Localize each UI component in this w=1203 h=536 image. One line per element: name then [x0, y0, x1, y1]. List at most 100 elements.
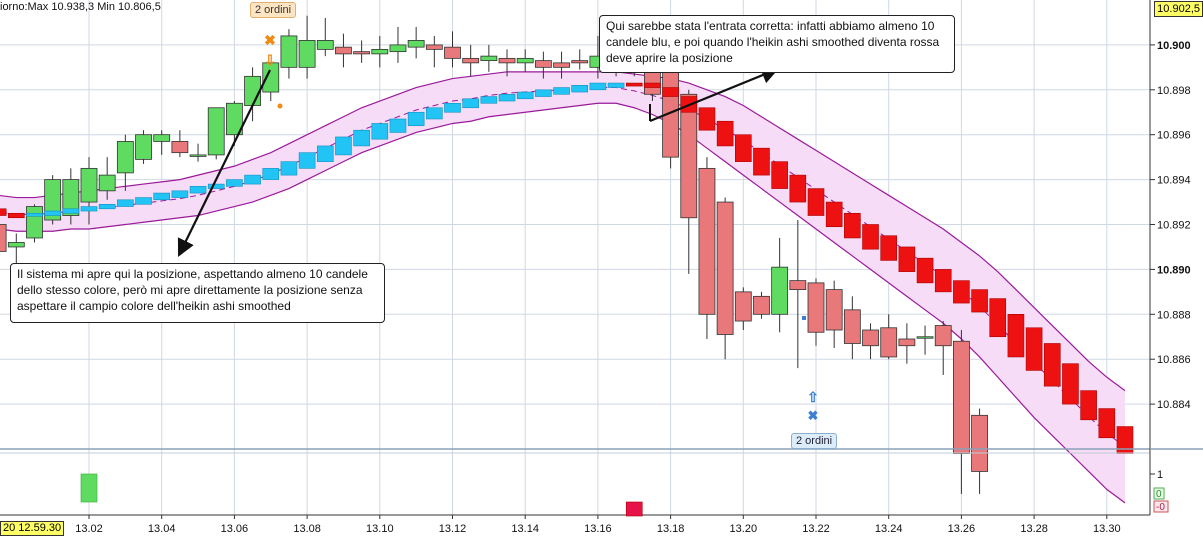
ha-candle-blue	[480, 96, 498, 104]
price-candle-bear	[680, 93, 698, 219]
ha-candle-blue	[44, 210, 61, 216]
price-candle-bull	[262, 62, 280, 93]
ha-candle-red	[880, 235, 898, 261]
y-tick-label: 10.888	[1157, 309, 1191, 321]
price-candle-bull	[189, 154, 207, 157]
annotation-left: Il sistema mi apre qui la posizione, asp…	[10, 263, 385, 323]
ha-candle-blue	[371, 123, 389, 140]
ha-candle-blue	[389, 118, 407, 133]
ha-candle-red	[898, 246, 916, 272]
price-candle-bear	[934, 325, 952, 347]
price-candle-bear	[353, 51, 371, 55]
y-tick-label: 10.884	[1157, 399, 1191, 411]
ha-candle-red	[8, 212, 25, 219]
y-tick-label: 10.886	[1157, 354, 1191, 366]
x-tick-label: 13.02	[75, 523, 103, 535]
ha-candle-blue	[407, 111, 425, 127]
price-candle-bear	[862, 329, 879, 347]
ha-candle-blue	[462, 98, 479, 109]
price-candle-bear	[716, 201, 734, 335]
x-tick-label: 13.14	[511, 523, 539, 535]
order-buy-x-icon: ✖	[808, 408, 819, 423]
x-tick-label: 13.04	[148, 523, 176, 535]
ha-candle-blue	[498, 93, 516, 102]
ha-candle-red	[1080, 390, 1097, 421]
price-candle-bear	[444, 46, 461, 59]
x-tick-label: 13.08	[293, 523, 321, 535]
orders-badge-top[interactable]: 2 ordini	[250, 2, 297, 18]
price-candle-bull	[771, 266, 789, 315]
ha-candle-blue	[171, 190, 189, 198]
y-tick-label: 10.896	[1157, 130, 1191, 142]
ha-candle-red	[1007, 313, 1025, 358]
lower-value-pos: 0	[1156, 489, 1162, 500]
y-tick-label: 10.898	[1157, 85, 1191, 97]
ha-candle-red	[1062, 363, 1079, 405]
ha-candle-blue	[80, 206, 98, 212]
x-tick-label: 13.12	[439, 523, 467, 535]
chart-header-info: iorno:Max 10.938,3 Min 10.806,5	[0, 1, 161, 13]
price-candle-bull	[371, 48, 389, 55]
ha-candle-red	[844, 212, 861, 239]
price-candle-bear	[171, 141, 189, 154]
ha-candle-red	[771, 161, 788, 189]
ha-candle-blue	[207, 183, 225, 189]
price-candle-bull	[44, 179, 62, 221]
ha-candle-red	[825, 201, 843, 228]
x-tick-label: 13.30	[1093, 523, 1121, 535]
arrow-entry-system	[177, 69, 271, 257]
ha-candle-blue	[516, 91, 534, 100]
ha-candle-blue	[62, 208, 80, 214]
x-tick-label: 13.10	[366, 523, 394, 535]
ha-candle-blue	[444, 102, 461, 113]
ha-candle-red	[971, 289, 988, 313]
ha-candle-blue	[553, 87, 570, 95]
x-tick-label: 13.06	[221, 523, 249, 535]
price-candle-bull	[480, 55, 498, 62]
ha-candle-blue	[226, 179, 243, 187]
order-fill-marker	[802, 316, 806, 320]
price-candle-bear	[789, 280, 807, 291]
price-candle-bear	[807, 282, 825, 333]
price-candle-bull	[407, 40, 425, 48]
x-tick-label: 13.28	[1020, 523, 1048, 535]
annotation-right: Qui sarebbe stata l'entrata corretta: in…	[599, 15, 955, 73]
price-candle-bear	[425, 44, 443, 50]
signal-bar-bull	[80, 473, 98, 503]
price-candle-bear	[553, 62, 570, 68]
x-tick-label: 13.24	[875, 523, 903, 535]
ha-candle-red	[734, 134, 752, 162]
orders-badge-bottom[interactable]: 2 ordini	[791, 433, 838, 449]
ha-candle-red	[662, 87, 679, 97]
order-down-arrow-icon: ⇩	[264, 52, 276, 68]
price-candle-bear	[534, 60, 552, 68]
ha-candle-red	[644, 82, 661, 88]
y-tick-label: 10.890	[1157, 264, 1191, 276]
ha-candle-blue	[335, 136, 352, 156]
ha-candle-blue	[571, 85, 589, 93]
price-candle-bear	[698, 167, 716, 315]
order-fill-dot	[277, 103, 283, 109]
ha-candle-blue	[535, 89, 552, 97]
ha-candle-red	[1098, 408, 1116, 439]
ha-candle-blue	[117, 199, 134, 207]
price-candle-bull	[80, 167, 98, 203]
ha-candle-blue	[98, 203, 116, 210]
ha-candle-blue	[426, 107, 443, 120]
envelope-lower-line	[0, 102, 1126, 504]
ha-candle-blue	[589, 82, 607, 91]
price-candle-bull	[389, 44, 407, 53]
lower-value-neg: -0	[1156, 502, 1165, 513]
price-candle-bear	[335, 46, 352, 55]
order-sell-x-icon: ✖	[264, 32, 276, 48]
price-candle-bear	[0, 224, 7, 252]
price-candle-bull	[116, 141, 134, 174]
ha-candle-red	[753, 147, 770, 176]
ha-candle-red	[789, 174, 807, 203]
order-up-arrow-icon: ⇧	[807, 389, 819, 405]
price-candle-bear	[843, 309, 861, 344]
price-candle-bull	[153, 134, 171, 142]
ha-candle-blue	[244, 174, 261, 185]
ha-candle-red	[625, 82, 643, 87]
